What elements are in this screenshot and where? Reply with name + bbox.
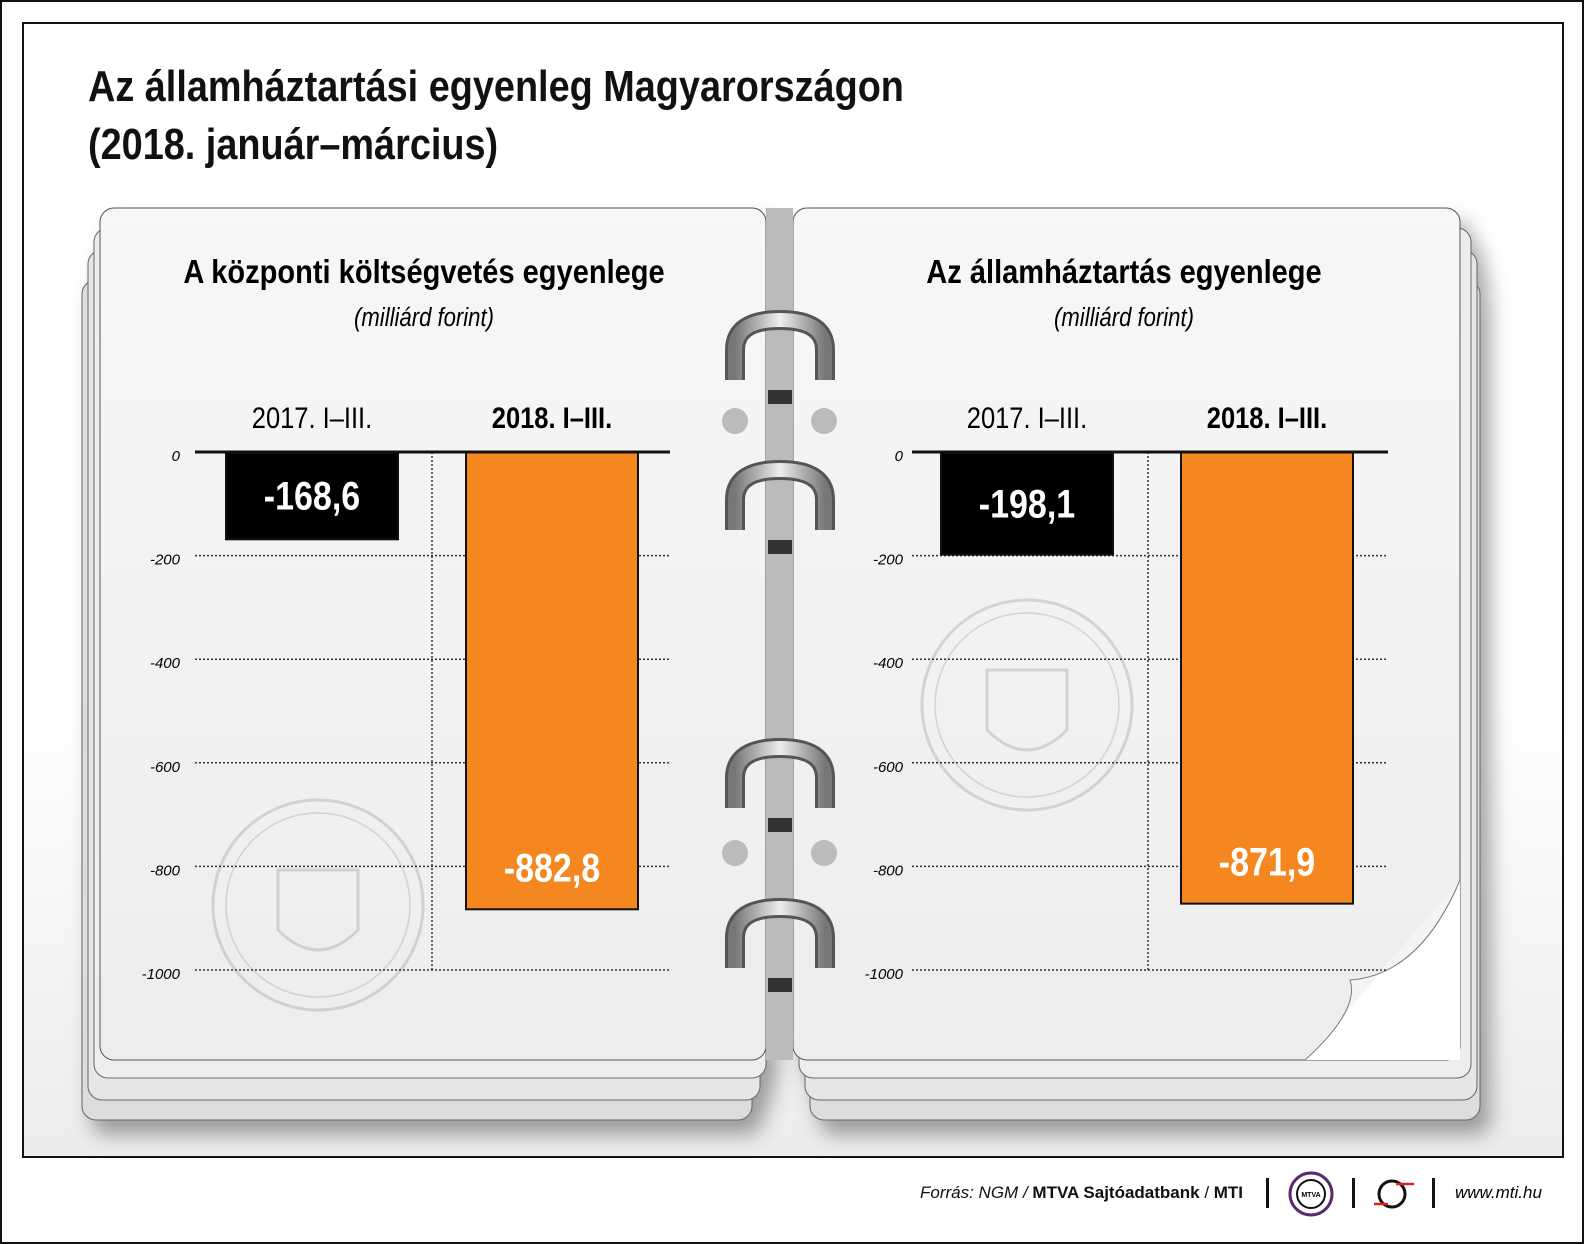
ring-hole	[768, 978, 792, 992]
separator	[1266, 1178, 1269, 1208]
spine	[766, 208, 793, 1060]
y-tick-label: 0	[895, 448, 904, 465]
title-line-2: (2018. január–március)	[88, 120, 499, 169]
y-tick-label: -200	[873, 552, 904, 569]
chart-1: A központi költségvetés egyenlege (milliá…	[142, 253, 670, 983]
y-tick-label: -600	[873, 759, 904, 776]
y-tick-label: 0	[172, 448, 181, 465]
chart-title: Az államháztartás egyenlege	[926, 253, 1321, 290]
binder-ring	[728, 900, 832, 968]
coat-of-arms-watermark	[920, 598, 1134, 812]
title-line-1: Az államháztartási egyenleg Magyarország…	[88, 62, 904, 111]
bar-value-label: -871,9	[1219, 839, 1315, 884]
y-tick-label: -800	[150, 862, 181, 879]
y-tick-label: -1000	[142, 966, 181, 983]
category-label: 2017. I–III.	[967, 401, 1087, 434]
punch-hole	[722, 408, 748, 434]
bar-value-label: -198,1	[979, 481, 1075, 526]
binder-ring	[728, 740, 832, 808]
chart-2: Az államháztartás egyenlege (milliárd for…	[865, 253, 1388, 983]
spiral-binding	[722, 208, 837, 1060]
source-agency: MTVA Sajtóadatbank	[1032, 1183, 1200, 1202]
source-mti: MTI	[1213, 1183, 1244, 1202]
chart-title: A központi költségvetés egyenlege	[183, 253, 664, 290]
y-tick-label: -1000	[865, 966, 904, 983]
chart-subtitle: (milliárd forint)	[1054, 303, 1194, 332]
y-tick-label: -600	[150, 759, 181, 776]
source-credit: Forrás: NGM / MTVA Sajtóadatbank / MTI	[920, 1183, 1243, 1203]
punch-hole	[811, 840, 837, 866]
category-label: 2018. I–III.	[492, 401, 612, 434]
ring-hole	[768, 390, 792, 404]
punch-hole	[811, 408, 837, 434]
ring-hole	[768, 540, 792, 554]
y-tick-label: -800	[873, 862, 904, 879]
chart-subtitle: (milliárd forint)	[354, 303, 494, 332]
y-tick-label: -400	[150, 655, 181, 672]
separator	[1352, 1178, 1355, 1208]
left-page-stack	[81, 207, 767, 1121]
punch-hole	[722, 840, 748, 866]
bar-2018	[1180, 451, 1354, 905]
bar-2018	[465, 451, 639, 911]
binder-ring	[728, 312, 832, 380]
separator	[1432, 1178, 1435, 1208]
page-title: Az államháztartási egyenleg Magyarország…	[88, 58, 904, 174]
source-prefix: Forrás: NGM /	[920, 1183, 1033, 1202]
bar-2017	[940, 451, 1114, 556]
bar-2017	[225, 451, 399, 541]
y-tick-label: -200	[150, 552, 181, 569]
y-tick-label: -400	[873, 655, 904, 672]
bar-value-label: -882,8	[504, 845, 600, 890]
coat-of-arms-watermark	[211, 798, 425, 1012]
binder-ring	[728, 462, 832, 530]
category-label: 2017. I–III.	[252, 401, 372, 434]
category-label: 2018. I–III.	[1207, 401, 1327, 434]
source-separator: /	[1199, 1183, 1214, 1202]
website-link[interactable]: www.mti.hu	[1455, 1183, 1542, 1202]
bar-value-label: -168,6	[264, 473, 360, 518]
ring-hole	[768, 818, 792, 832]
